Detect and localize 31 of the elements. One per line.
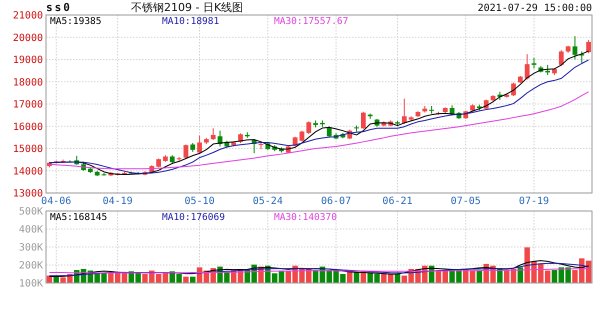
y-tick-label: 16000 [12, 122, 43, 133]
x-tick-label: 04-19 [102, 196, 133, 207]
x-tick-label: 05-10 [184, 196, 215, 207]
y-tick-label: 14000 [12, 166, 43, 178]
x-tick-label: 06-07 [321, 196, 352, 207]
text: MA10:18981 [162, 16, 220, 27]
y-tick-label: 17000 [12, 100, 43, 110]
y-tick-label: 13000 [12, 188, 43, 200]
y-tick-label: 18000 [12, 77, 43, 88]
x-tick-label: 07-19 [518, 196, 550, 207]
x-tick-label: 04-06 [41, 196, 72, 207]
text: 2021-07-29 15:00:00 [478, 3, 592, 14]
y-tick-label: 19000 [12, 55, 43, 66]
y-tick-label: 21000 [12, 10, 43, 22]
text: MA10:176069 [162, 212, 226, 223]
text: ss0 [46, 1, 72, 14]
text: MA5:168145 [50, 212, 108, 223]
x-tick-label: 05-24 [252, 196, 283, 207]
y-tick-label: 400K [18, 224, 43, 236]
text: MA5:19385 [50, 16, 102, 27]
y-tick-label: 100K [18, 278, 43, 290]
x-tick-label: 06-21 [382, 196, 413, 207]
y-tick-label: 500K [18, 206, 43, 218]
y-tick-label: 20000 [12, 32, 43, 44]
text: MA30:140370 [274, 212, 338, 223]
text: MA30:17557.67 [274, 16, 348, 27]
y-tick-label: 200K [18, 260, 43, 272]
chart-title: 不锈钢2109 - 日K线图 [131, 1, 244, 14]
x-tick-label: 07-05 [450, 196, 481, 207]
y-tick-label: 300K [18, 242, 43, 254]
y-tick-label: 15000 [12, 144, 43, 155]
